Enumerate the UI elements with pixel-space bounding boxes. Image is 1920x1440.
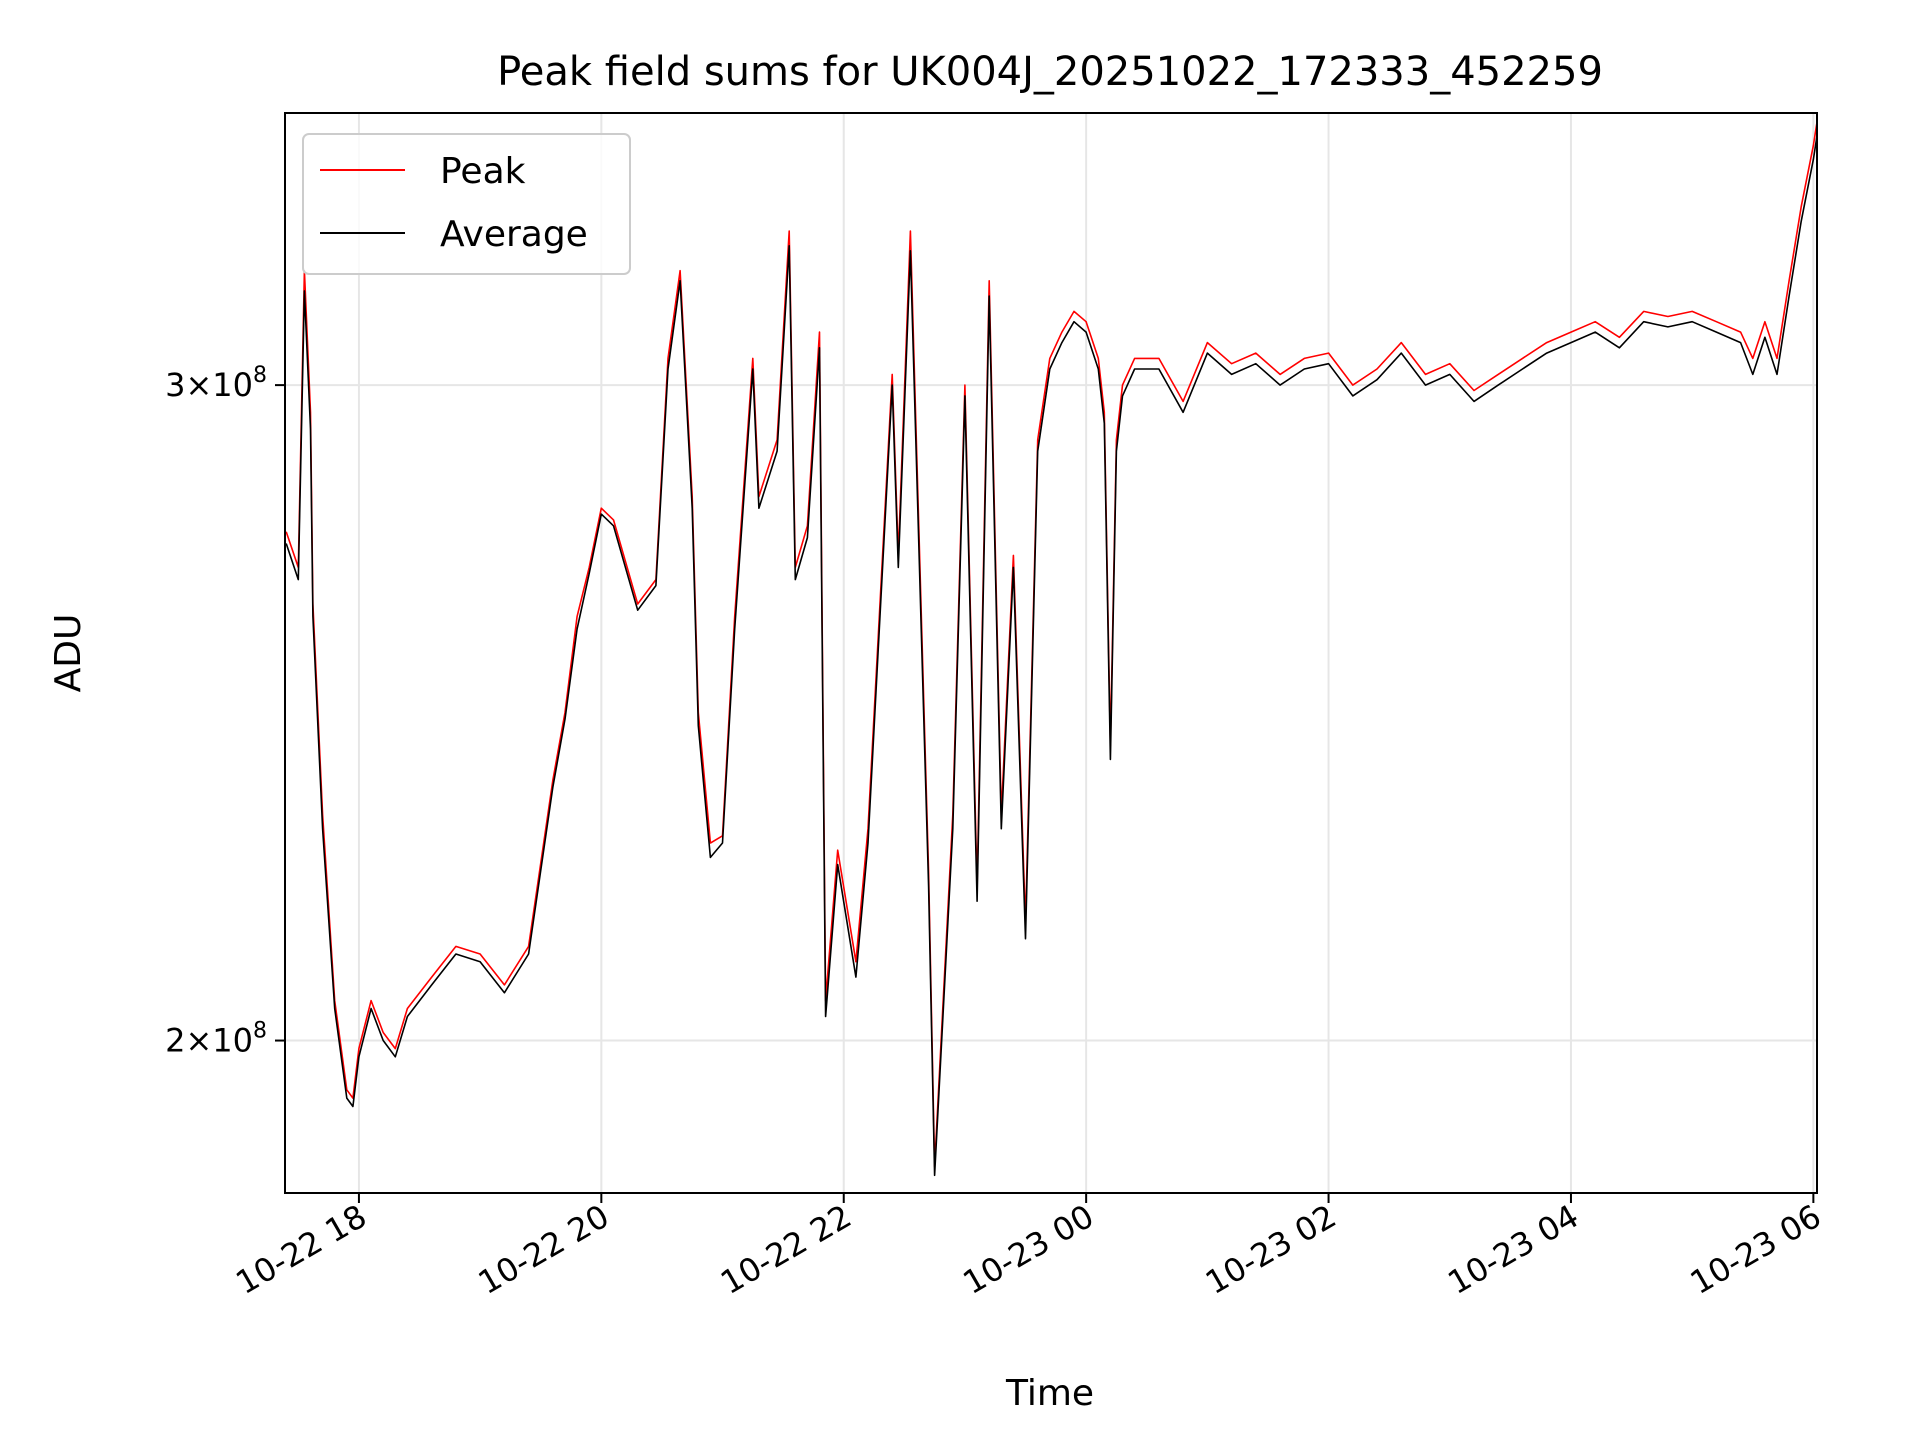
y-axis-ticks: 2×108 3×108	[165, 363, 285, 1060]
x-axis-label: Time	[1005, 1373, 1094, 1414]
legend: Peak Average	[302, 133, 631, 275]
grid-lines	[285, 113, 1817, 1193]
series-lines	[285, 121, 1818, 1177]
legend-label-peak: Peak	[440, 151, 526, 192]
y-tick-label: 2×108	[165, 1019, 267, 1060]
chart-title: Peak field sums for UK004J_20251022_1723…	[497, 49, 1603, 95]
legend-label-average: Average	[440, 214, 588, 255]
y-tick-label: 3×108	[165, 363, 267, 404]
plot-frame	[284, 112, 1818, 1194]
y-axis-label: ADU	[48, 614, 89, 693]
series-line-average	[285, 135, 1818, 1177]
